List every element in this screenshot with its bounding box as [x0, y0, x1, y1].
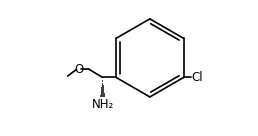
Text: NH₂: NH₂ — [92, 98, 114, 111]
Text: Cl: Cl — [191, 71, 203, 84]
Text: O: O — [74, 63, 84, 76]
